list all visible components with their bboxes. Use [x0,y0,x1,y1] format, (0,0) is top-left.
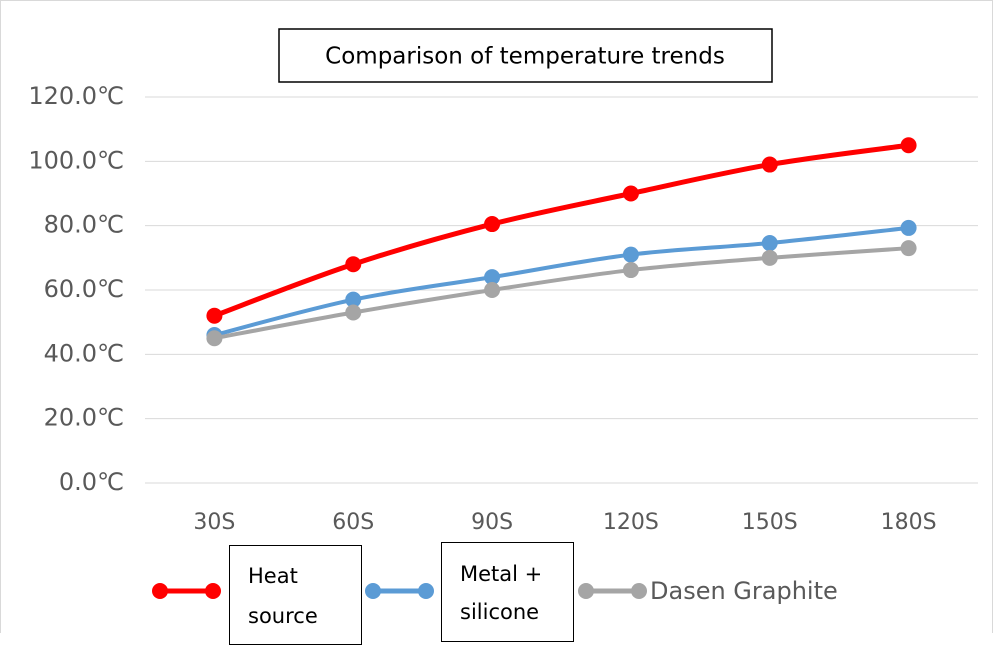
series-line [213,225,909,337]
legend-marker [205,583,221,599]
x-tick-label: 90S [471,510,513,535]
point [622,185,639,202]
y-tick-label: 100.0℃ [28,146,124,174]
point [484,216,501,233]
series-line [214,246,909,341]
y-tick-label: 120.0℃ [28,82,124,110]
point [345,256,362,273]
legend-marker [418,583,434,599]
point [484,269,501,286]
legend-label: Dasen Graphite [650,577,838,605]
point [622,262,639,279]
point [345,304,362,321]
x-tick-label: 120S [603,510,659,535]
y-tick-label: 40.0℃ [44,339,124,367]
legend-box: Metal + silicone [441,542,574,642]
legend-marker [365,583,381,599]
point [900,137,917,154]
x-tick-label: 150S [742,510,798,535]
title-box [278,28,773,83]
y-tick-label: 0.0℃ [59,468,124,496]
legend-marker [631,583,647,599]
point [900,219,917,236]
y-tick-label: 60.0℃ [44,275,124,303]
x-tick-label: 60S [332,510,374,535]
series-line [213,142,909,319]
x-tick-label: 180S [881,510,937,535]
point [622,246,639,263]
y-tick-label: 80.0℃ [44,211,124,239]
legend-marker [578,583,594,599]
point [206,307,223,324]
point [900,240,917,257]
point [761,249,778,266]
point [761,156,778,173]
legend-label: Metal + silicone [460,562,543,624]
legend-box: Heat source [229,545,362,645]
plot: 0.0℃ 20.0℃ 40.0℃ 60.0℃ 80.0℃ 100.0℃ 120.0℃ 30S 6… [28,82,978,605]
legend-marker [152,583,168,599]
point [345,291,362,308]
point [761,235,778,252]
point [206,330,223,347]
chart-title: Comparison of temperature trends [325,44,725,70]
legend-label: Heat source [248,564,318,628]
x-tick-label: 30S [193,510,235,535]
y-tick-label: 20.0℃ [44,404,124,432]
point [484,282,501,298]
